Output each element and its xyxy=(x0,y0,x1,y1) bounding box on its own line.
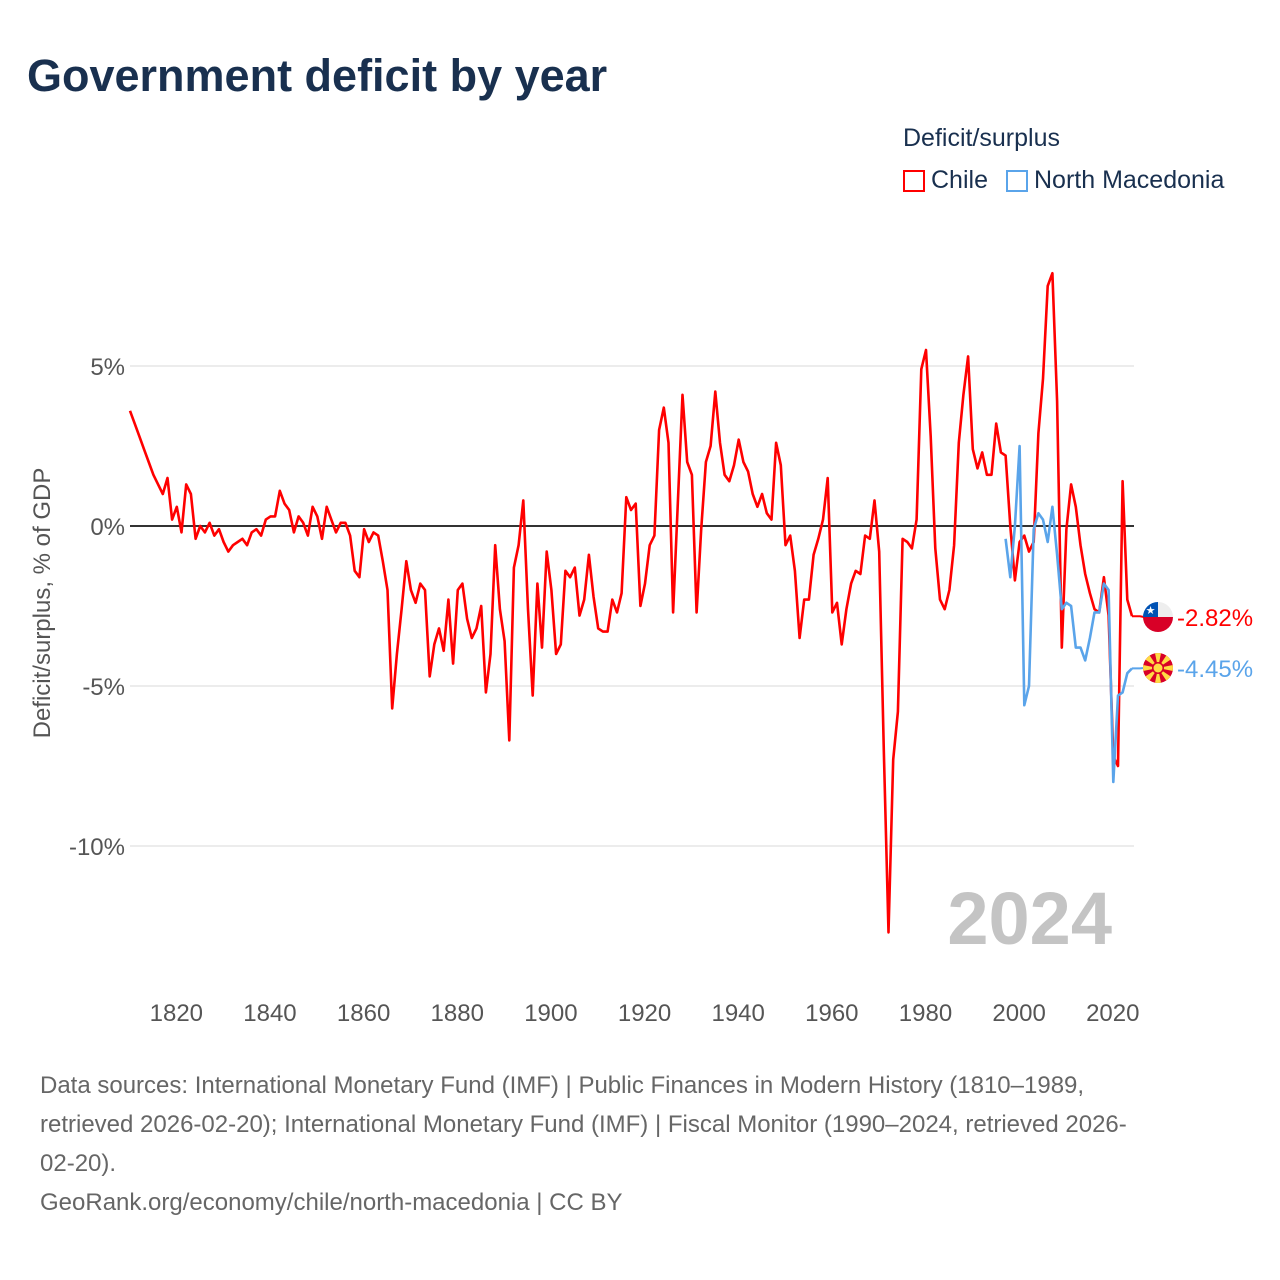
x-tick-label: 1900 xyxy=(524,1000,577,1027)
source-line: Data sources: International Monetary Fun… xyxy=(40,1072,1085,1099)
chart-title: Government deficit by year xyxy=(27,50,608,101)
x-tick-label: 1820 xyxy=(150,1000,203,1027)
x-tick-label: 1960 xyxy=(805,1000,858,1027)
x-tick-label: 2020 xyxy=(1086,1000,1139,1027)
x-tick-label: 2000 xyxy=(992,1000,1045,1027)
x-tick-label: 1980 xyxy=(899,1000,952,1027)
sun xyxy=(1153,663,1163,673)
sun-ray xyxy=(1154,653,1162,668)
series-line-north-macedonia xyxy=(1004,444,1133,784)
end-value-label: -2.82% xyxy=(1177,605,1253,632)
legend-swatch-chile xyxy=(903,169,925,192)
attribution-link[interactable]: GeoRank.org/economy/chile/north-macedoni… xyxy=(40,1189,623,1216)
label-connector xyxy=(1132,615,1145,618)
flag-body: ★ xyxy=(1143,602,1173,632)
flag-red xyxy=(1143,617,1173,632)
line-chart: 5% 0% -5% -10% 1820 1840 1860 1880 1900 1920 1940 1… xyxy=(29,271,1253,1027)
y-tick-label: 5% xyxy=(90,354,125,381)
x-tick-label: 1880 xyxy=(431,1000,484,1027)
end-value-label: -4.45% xyxy=(1177,656,1253,683)
sun-ray xyxy=(1158,664,1173,672)
flag-body xyxy=(1143,653,1173,683)
y-tick-label: -5% xyxy=(82,674,125,701)
chile-flag-icon: ★ xyxy=(1143,602,1173,632)
year-watermark: 2024 xyxy=(947,877,1112,960)
x-tick-label: 1920 xyxy=(618,1000,671,1027)
source-line: retrieved 2026-02-20); International Mon… xyxy=(40,1111,1127,1138)
y-axis-title: Deficit/surplus, % of GDP xyxy=(29,468,56,739)
star-icon: ★ xyxy=(1146,605,1156,617)
x-tick-label: 1860 xyxy=(337,1000,390,1027)
legend: Chile North Macedonia xyxy=(903,166,1224,195)
legend-swatch-north-macedonia xyxy=(1005,169,1028,192)
legend-item-chile[interactable]: Chile xyxy=(903,166,988,195)
x-tick-label: 1840 xyxy=(243,1000,296,1027)
footer: Data sources: International Monetary Fun… xyxy=(40,1066,1127,1222)
legend-title: Deficit/surplus xyxy=(903,124,1060,152)
y-tick-label: -10% xyxy=(69,834,125,861)
sun-ray xyxy=(1154,668,1162,683)
north-macedonia-flag-icon xyxy=(1143,653,1173,683)
series-line-chile xyxy=(128,271,1134,934)
legend-item-north-macedonia[interactable]: North Macedonia xyxy=(1005,166,1225,195)
source-line: 02-20). xyxy=(40,1150,117,1177)
y-tick-label: 0% xyxy=(90,514,125,541)
x-tick-label: 1940 xyxy=(711,1000,764,1027)
legend-label: North Macedonia xyxy=(1033,166,1225,194)
sun-ray xyxy=(1143,664,1158,672)
legend-label: Chile xyxy=(931,166,988,194)
